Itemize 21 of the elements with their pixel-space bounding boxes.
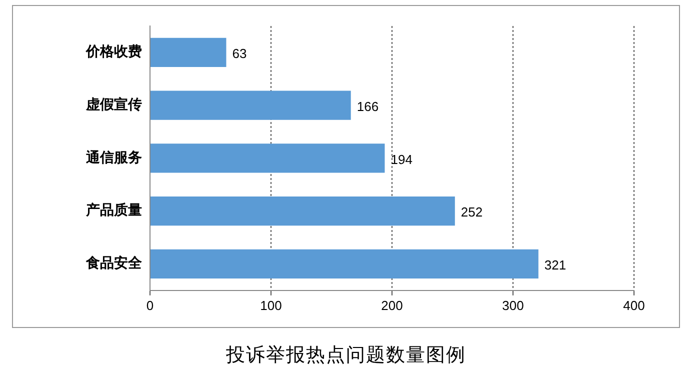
bar [150,196,455,226]
x-tick-label: 100 [260,298,282,313]
bar [150,90,351,120]
y-tick-label: 食品安全 [85,254,143,272]
x-tick-label: 300 [502,298,524,313]
text: 投诉举报热点问题数量图例 [225,344,467,368]
bar [150,249,538,278]
y-tick-label: 价格收费 [85,44,142,60]
data-label: 252 [460,204,483,220]
y-tick-label: 产品质量 [85,202,142,219]
data-label: 63 [232,46,247,62]
x-tick-label: 200 [381,298,403,313]
x-tick-label: 400 [623,298,645,313]
data-label: 321 [544,258,566,273]
y-tick-label: 虚假宣传 [85,96,142,113]
data-label: 166 [356,98,379,114]
y-tick-label: 通信服务 [85,148,142,166]
data-label: 194 [390,152,412,167]
x-tick-label: 0 [146,298,154,313]
bar [150,144,385,173]
bar [150,38,226,67]
